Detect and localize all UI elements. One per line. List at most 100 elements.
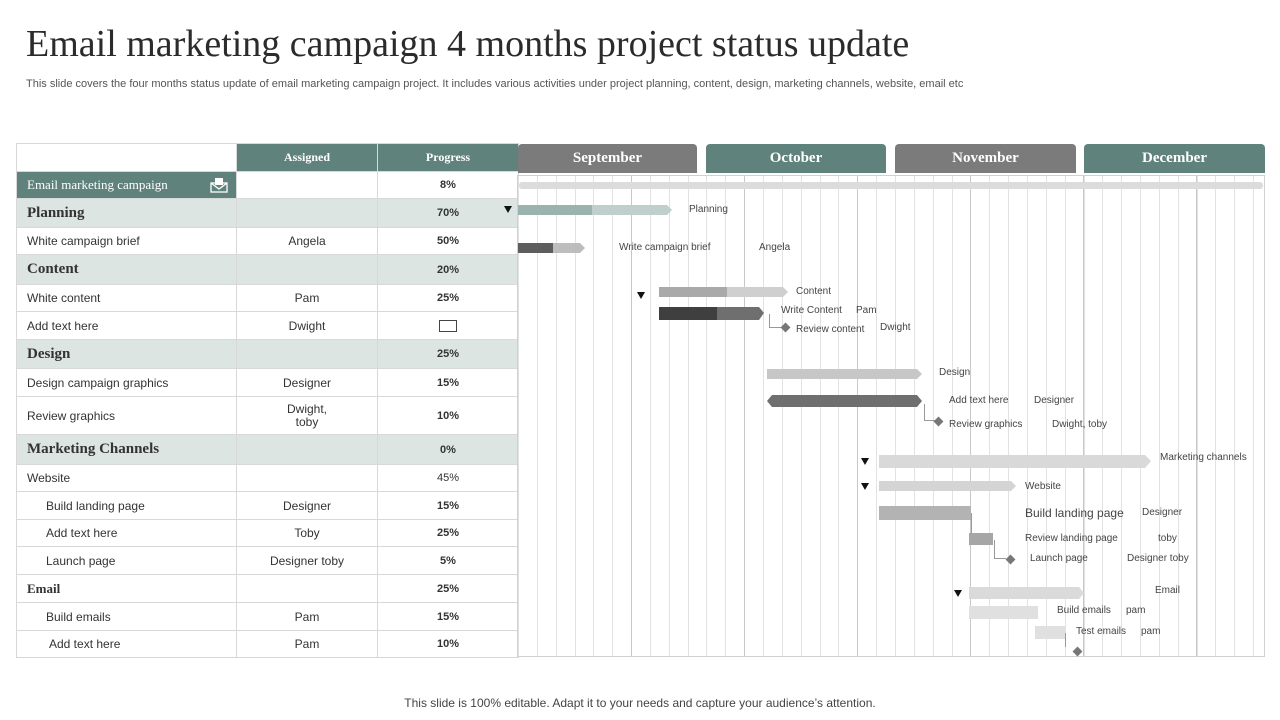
grid-line [1197, 176, 1198, 656]
row-assigned: Dwight, [286, 401, 327, 416]
row-progress: 45% [377, 464, 519, 492]
row-name: Launch page [16, 546, 237, 575]
grid-line [593, 176, 594, 656]
row-assigned: Pam [236, 284, 378, 312]
dependency-connector [924, 404, 936, 421]
row-progress: 25% [377, 574, 519, 603]
column-header-assigned: Assigned [236, 143, 378, 172]
grid-line [838, 176, 839, 656]
write-brief-bar [518, 243, 585, 253]
row-name: White campaign brief [16, 227, 237, 255]
grid-line [1065, 176, 1066, 656]
gantt-label-review-landing: Review landing page [1025, 533, 1118, 544]
row-assigned: Designer [236, 368, 378, 397]
row-progress: 5% [377, 546, 519, 575]
gantt-label-dwight: Dwight [880, 322, 911, 333]
gantt-label-design: Design [939, 367, 971, 378]
gantt-label-angela: Angela [759, 242, 791, 253]
grid-line [1178, 176, 1179, 656]
row-progress: 15% [377, 491, 519, 520]
row-progress: 8% [377, 171, 519, 199]
table-row: Website 45% [16, 464, 519, 492]
grid-line [688, 176, 689, 656]
dependency-connector [769, 314, 781, 328]
dependency-connector [1065, 633, 1066, 647]
grid-line [575, 176, 576, 656]
row-assigned [236, 464, 378, 492]
gantt-label-website: Website [1025, 481, 1061, 492]
row-assigned: Toby [236, 519, 378, 547]
grid-line [1234, 176, 1235, 656]
build-emails-bar [969, 606, 1038, 619]
table-row: Design 25% [16, 339, 519, 369]
grid-line [1027, 176, 1028, 656]
month-november: November [895, 144, 1076, 173]
table-row: Email 25% [16, 574, 519, 603]
row-assigned: Designer toby [236, 546, 378, 575]
collapse-triangle-icon [861, 483, 869, 490]
row-progress: 50% [377, 227, 519, 255]
gantt-label-designer-2: Designer [1142, 507, 1183, 518]
row-assigned [236, 198, 378, 228]
table-row: Content 20% [16, 254, 519, 285]
gantt-label-pam: Pam [856, 305, 877, 316]
row-assigned: Angela [236, 227, 378, 255]
column-header-progress: Progress [377, 143, 519, 172]
collapse-triangle-icon [954, 590, 962, 597]
grid-line [706, 176, 707, 656]
table-row: Add text here Dwight [16, 311, 519, 340]
row-name: Add text here [16, 630, 237, 658]
row-name: Design campaign graphics [16, 368, 237, 397]
review-landing-bar [969, 533, 993, 545]
row-assigned: Designer [236, 491, 378, 520]
row-name: Review graphics [16, 396, 237, 435]
write-content-bar [659, 307, 764, 320]
campaign-bar [519, 182, 1263, 189]
grid-line-major [970, 176, 971, 656]
row-progress: 10% [377, 630, 519, 658]
row-name: Marketing Channels [16, 434, 237, 465]
row-assigned: Pam [236, 602, 378, 631]
table-row: Add text here Pam 10% [16, 630, 519, 658]
month-september: September [518, 144, 697, 173]
collapse-triangle-icon [861, 458, 869, 465]
grid-line [669, 176, 670, 656]
row-progress: 25% [377, 284, 519, 312]
grid-line [763, 176, 764, 656]
grid-line [1121, 176, 1122, 656]
row-name: Content [16, 254, 237, 285]
marketing-channels-bar [879, 455, 1151, 468]
grid-line [650, 176, 651, 656]
grid-line [518, 176, 519, 656]
placeholder-box [439, 319, 457, 332]
design-graphics-bar [767, 395, 922, 407]
table-row: Launch page Designer toby 5% [16, 546, 519, 575]
collapse-triangle-icon [504, 206, 512, 213]
grid-line-major [857, 176, 858, 656]
grid-line [1253, 176, 1254, 656]
table-row: Email marketing campaign 8% [16, 171, 519, 199]
row-progress: 25% [377, 519, 519, 547]
grid-line [876, 176, 877, 656]
build-landing-bar [879, 506, 971, 520]
gantt-label-planning: Planning [689, 204, 728, 215]
task-table: Assigned Progress Email marketing campai… [16, 143, 519, 658]
collapse-triangle-icon [637, 292, 645, 299]
gantt-label-dwight-toby: Dwight, toby [1052, 419, 1108, 430]
gantt-label-write-brief: Write campaign brief [619, 242, 711, 253]
grid-line [1140, 176, 1141, 656]
row-assigned [236, 434, 378, 465]
grid-line [801, 176, 802, 656]
row-name: Add text here [16, 311, 237, 340]
table-row: Build landing page Designer 15% [16, 491, 519, 520]
gantt-label-marketing-channels: Marketing channels [1160, 452, 1247, 463]
grid-line [1102, 176, 1103, 656]
dependency-connector [971, 513, 981, 533]
email-bar [969, 587, 1084, 599]
grid-line [1215, 176, 1216, 656]
row-progress: 15% [377, 602, 519, 631]
grid-line [1084, 176, 1085, 656]
grid-line [820, 176, 821, 656]
row-assigned [236, 574, 378, 603]
gantt-label-write-content: Write Content [781, 305, 842, 316]
